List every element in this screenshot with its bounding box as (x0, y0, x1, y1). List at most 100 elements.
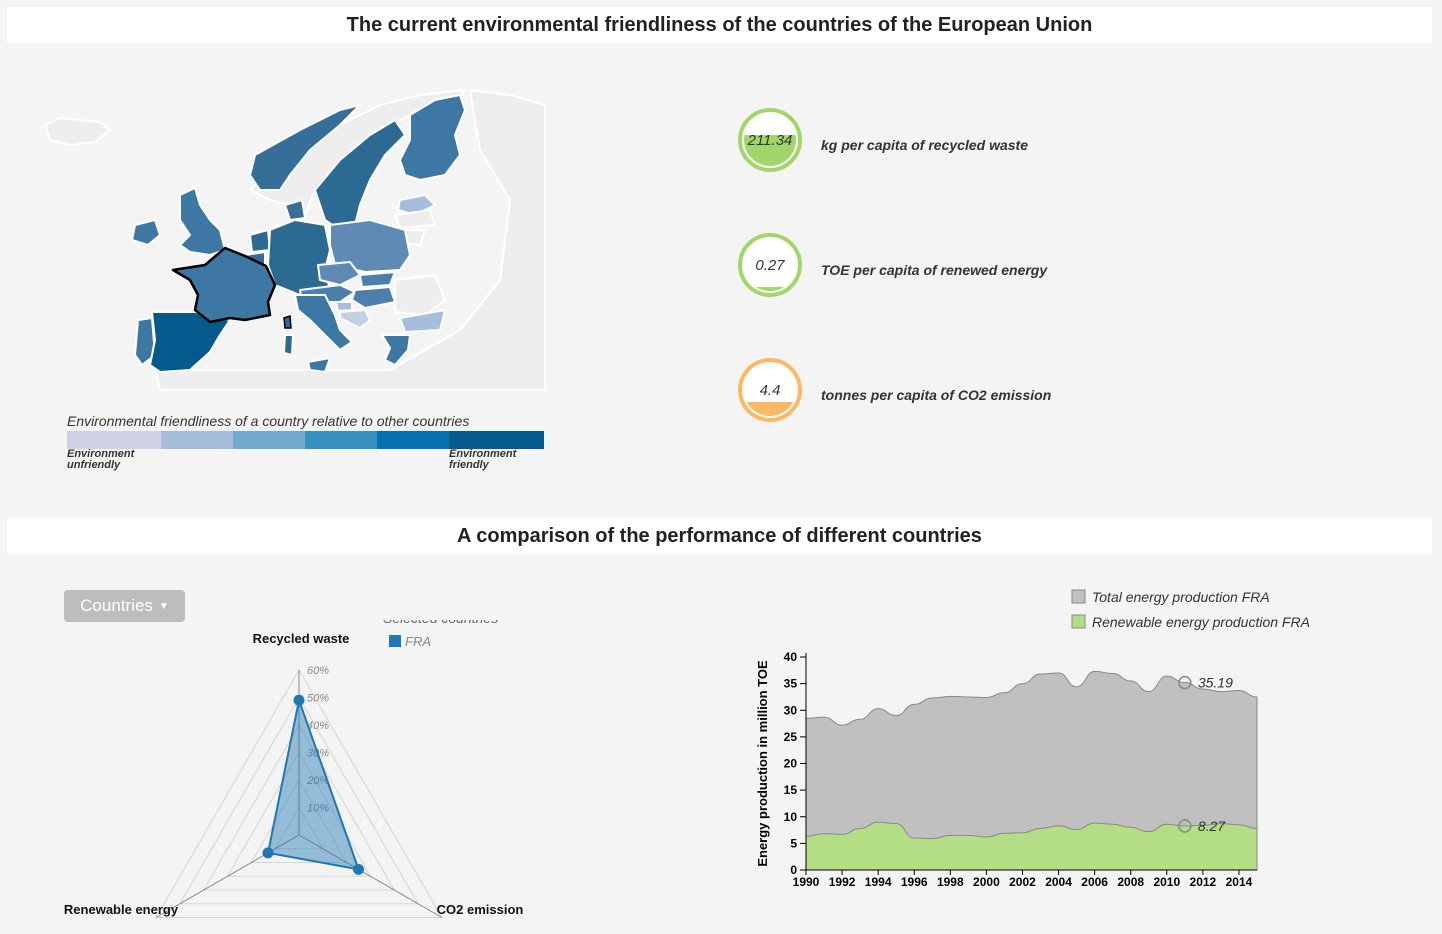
map-country-portugal[interactable] (134, 317, 156, 366)
map-country-finland[interactable] (399, 94, 466, 181)
selected-country-name: FRA (405, 634, 431, 649)
map-country-netherlands[interactable] (249, 229, 271, 253)
x-tick-label: 1996 (901, 875, 928, 889)
map-country-latvia[interactable] (394, 209, 436, 229)
area-series-0 (805, 670, 1258, 871)
radar-axis-label-co2-emission: CO2 emission (437, 902, 524, 917)
gauge-label-renewed-energy: TOE per capita of renewed energy (821, 262, 1048, 278)
y-tick-label: 40 (784, 650, 798, 664)
selected-country-swatch (389, 635, 401, 647)
x-tick-label: 1992 (829, 875, 856, 889)
x-tick-label: 1994 (865, 875, 892, 889)
y-tick-label: 0 (790, 863, 797, 877)
area-series-1 (805, 821, 1258, 871)
map-country-italy[interactable] (294, 294, 353, 351)
x-tick-label: 1990 (793, 875, 820, 889)
map-country-slovenia[interactable] (335, 301, 353, 312)
radar-grid-level (274, 806, 324, 850)
radar-data-point (293, 694, 305, 706)
radar-grid-level (202, 723, 396, 891)
y-tick-label: 5 (790, 836, 797, 850)
x-tick-label: 1998 (937, 875, 964, 889)
annotation-label: 35.19 (1198, 675, 1233, 691)
map-country-ireland[interactable] (131, 219, 161, 246)
annotation-marker (1178, 675, 1192, 690)
x-tick-label: 2004 (1045, 875, 1072, 889)
legend-high-label: Environment friendly (449, 448, 517, 471)
map-country-poland[interactable] (329, 219, 411, 273)
radar-chart: 10% 20% 30% 40% 50% 60% Recycled waste CO2 emis… (40, 620, 560, 930)
map-legend-title: Environmental friendliness of a country … (67, 413, 470, 429)
legend-swatch (377, 431, 449, 449)
legend-swatch (1071, 614, 1086, 629)
radar-axis-line (298, 834, 443, 918)
map-country-germany[interactable] (267, 219, 331, 296)
map-country-slovakia[interactable] (359, 271, 396, 288)
map-country-corsica[interactable] (283, 314, 292, 329)
map-country-norway-tone[interactable] (249, 104, 361, 191)
bottom-section-title: A comparison of the performance of diffe… (7, 518, 1432, 554)
map-country-hungary[interactable] (351, 286, 396, 309)
annotation-label: 8.27 (1198, 818, 1226, 834)
gauge-renewed-energy: 0.27 (737, 232, 803, 298)
x-tick-label: 2006 (1081, 875, 1108, 889)
x-tick-label: 2002 (1009, 875, 1036, 889)
x-tick-label: 2010 (1153, 875, 1180, 889)
svg-text:0.27: 0.27 (755, 257, 785, 274)
map-country-sicily[interactable] (307, 357, 331, 373)
map-country-sardinia[interactable] (283, 334, 294, 356)
map-country-greece[interactable] (381, 334, 411, 366)
legend-swatch (67, 431, 161, 449)
annotation-marker (1178, 819, 1192, 833)
map-country-czech[interactable] (317, 261, 361, 286)
top-section-title: The current environmental friendliness o… (7, 7, 1432, 43)
radar-tick-label: 40% (307, 720, 329, 732)
gauge-recycled-waste: 211.34 (737, 107, 803, 173)
map-country-denmark[interactable] (284, 199, 306, 221)
map-country-romania[interactable] (394, 274, 446, 316)
radar-tick-label: 50% (307, 693, 329, 705)
selected-countries-title: Selected countries (383, 620, 498, 626)
legend-swatch (449, 431, 544, 449)
map-iceland (44, 117, 111, 146)
svg-text:4.4: 4.4 (760, 382, 781, 399)
gauge-label-co2-emission: tonnes per capita of CO2 emission (821, 387, 1052, 403)
legend-low-label: Environment unfriendly (67, 448, 135, 471)
x-tick-label: 2012 (1190, 875, 1217, 889)
map-legend-color-scale (67, 431, 544, 449)
y-tick-label: 35 (784, 677, 798, 691)
radar-grid-level (155, 669, 443, 918)
radar-tick-label: 10% (307, 803, 329, 815)
map-country-bulgaria[interactable] (399, 309, 446, 333)
radar-tick-label: 20% (306, 775, 329, 787)
radar-axis-line (155, 834, 300, 918)
legend-swatch (161, 431, 233, 449)
radar-grid-level (179, 696, 419, 905)
legend-swatch (233, 431, 305, 449)
map-country-uk[interactable] (179, 187, 226, 256)
y-tick-label: 20 (784, 757, 798, 771)
gauge-co2-emission: 4.4 (737, 357, 803, 423)
map-country-croatia[interactable] (339, 309, 371, 329)
radar-axis-label-recycled-waste: Recycled waste (253, 631, 350, 646)
map-background-land (154, 89, 546, 391)
radar-tick-label: 60% (307, 665, 329, 677)
radar-axis-label-renewable-energy: Renewable energy (64, 902, 179, 917)
legend-entry: Total energy production FRA (1092, 589, 1270, 605)
y-axis-label: Energy production in million TOE (755, 660, 770, 867)
svg-text:211.34: 211.34 (747, 132, 793, 149)
radar-data-point (262, 847, 274, 859)
gauge-label-recycled-waste: kg per capita of recycled waste (821, 137, 1028, 153)
radar-series-area (266, 696, 361, 871)
countries-dropdown-button[interactable]: Countries ▼ (64, 590, 185, 622)
y-tick-label: 30 (784, 703, 798, 717)
radar-data-point (353, 863, 365, 875)
eu-choropleth-map[interactable] (40, 80, 550, 395)
map-country-france-selected[interactable] (171, 246, 277, 324)
x-tick-label: 2014 (1226, 875, 1253, 889)
legend-swatch (1071, 589, 1086, 604)
caret-down-icon: ▼ (158, 600, 169, 612)
energy-area-chart: 0 5 10 15 20 25 30 35 40 1990 1992 1994 1996 1998 2000… (740, 575, 1380, 905)
x-tick-label: 2000 (973, 875, 1000, 889)
radar-grid-level (226, 751, 372, 877)
